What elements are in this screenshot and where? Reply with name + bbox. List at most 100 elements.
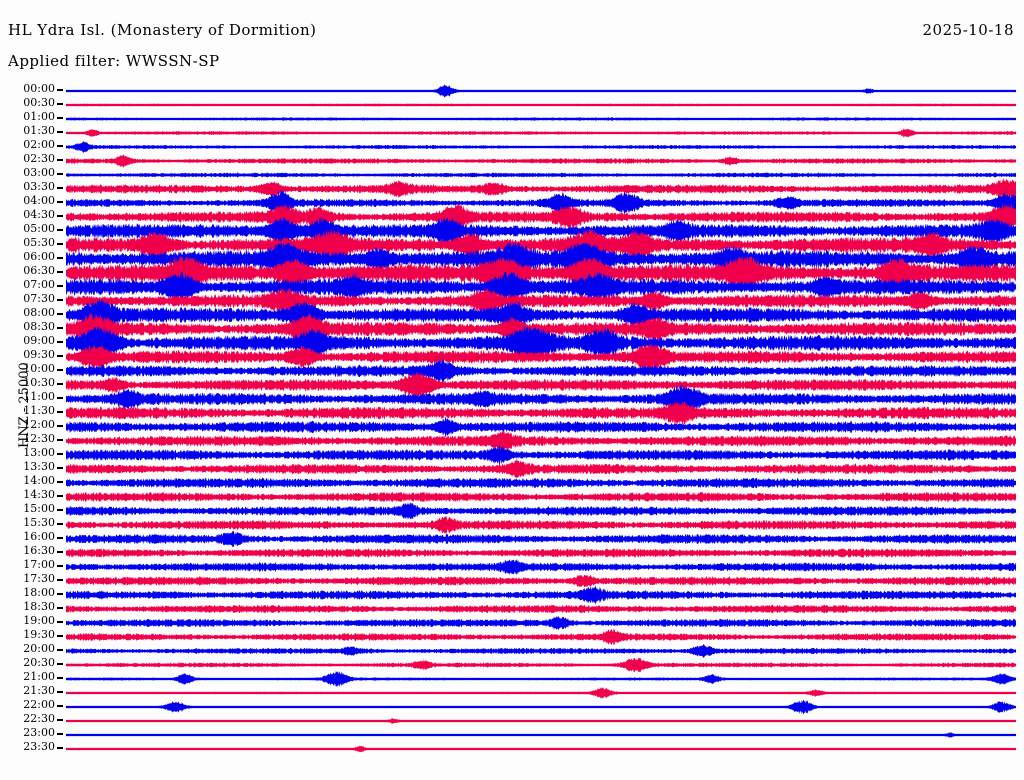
time-axis-label: 08:00 [23,306,55,319]
axis-tick [57,453,63,455]
axis-tick [57,565,63,567]
seismic-trace [66,383,1016,415]
time-axis-label: 02:30 [23,152,55,165]
time-axis-label: 10:00 [23,362,55,375]
station-title: HL Ydra Isl. (Monastery of Dormition) [8,21,317,39]
axis-tick [57,593,63,595]
time-axis-label: 14:00 [23,474,55,487]
time-axis-label: 00:00 [23,82,55,95]
trace-row: 16:00 [0,530,1024,548]
time-axis-label: 23:00 [23,726,55,739]
seismic-trace [66,397,1016,429]
time-axis-label: 18:00 [23,586,55,599]
seismic-trace [66,257,1016,289]
time-axis-label: 11:00 [23,390,55,403]
record-date: 2025-10-18 [922,21,1014,39]
seismic-trace [66,145,1016,177]
seismic-trace [66,187,1016,219]
trace-row: 18:30 [0,601,1024,616]
applied-filter-label: Applied filter: WWSSN-SP [8,52,220,70]
seismic-trace [66,523,1016,555]
seismic-trace [66,439,1016,471]
axis-tick [57,467,63,469]
trace-row: 11:30 [0,401,1024,425]
time-axis-label: 13:30 [23,460,55,473]
trace-row: 12:30 [0,431,1024,451]
axis-tick [57,299,63,301]
trace-row: 13:30 [0,458,1024,480]
seismic-trace [66,341,1016,373]
seismic-trace [66,733,1016,765]
seismic-trace [66,495,1016,527]
time-axis-label: 03:30 [23,180,55,193]
time-axis-label: 15:30 [23,516,55,529]
axis-tick [57,691,63,693]
axis-tick [57,103,63,105]
axis-tick [57,635,63,637]
seismic-trace [66,649,1016,681]
seismic-trace [66,635,1016,667]
trace-row: 01:30 [0,125,1024,140]
trace-row: 22:30 [0,713,1024,728]
seismic-trace [66,691,1016,723]
time-axis-label: 06:00 [23,250,55,263]
axis-tick [57,145,63,147]
seismic-trace [66,369,1016,401]
trace-row: 17:30 [0,573,1024,588]
axis-tick [57,579,63,581]
seismic-trace [66,537,1016,569]
trace-row: 00:30 [0,97,1024,112]
seismic-trace [66,579,1016,611]
axis-tick [57,747,63,749]
trace-row: 19:30 [0,628,1024,646]
trace-row: 15:00 [0,502,1024,520]
trace-row: 23:00 [0,726,1024,742]
seismic-trace [66,593,1016,625]
seismic-trace [66,229,1016,261]
axis-tick [57,271,63,273]
time-axis-label: 03:00 [23,166,55,179]
time-axis-label: 09:00 [23,334,55,347]
axis-tick [57,495,63,497]
time-axis-label: 21:00 [23,670,55,683]
axis-tick [57,663,63,665]
time-axis-label: 04:30 [23,208,55,221]
seismic-trace [66,285,1016,317]
time-axis-label: 09:30 [23,348,55,361]
trace-row: 05:00 [0,215,1024,247]
axis-tick [57,677,63,679]
seismic-trace [66,271,1016,303]
time-axis-label: 12:30 [23,432,55,445]
time-axis-label: 07:30 [23,292,55,305]
axis-tick [57,425,63,427]
trace-row: 06:00 [0,243,1024,275]
time-axis-label: 20:00 [23,642,55,655]
axis-tick [57,481,63,483]
axis-tick [57,313,63,315]
seismic-trace [66,131,1016,163]
trace-row: 20:00 [0,642,1024,658]
axis-tick [57,621,63,623]
axis-tick [57,551,63,553]
time-axis-label: 22:00 [23,698,55,711]
time-axis-label: 17:00 [23,558,55,571]
trace-row: 23:30 [0,741,1024,756]
axis-tick [57,243,63,245]
axis-tick [57,285,63,287]
seismic-trace [66,607,1016,639]
trace-row: 20:30 [0,657,1024,673]
time-axis-label: 06:30 [23,264,55,277]
time-axis-label: 04:00 [23,194,55,207]
time-axis-label: 10:30 [23,376,55,389]
trace-row: 10:00 [0,359,1024,383]
trace-row: 16:30 [0,545,1024,560]
axis-tick [57,523,63,525]
axis-tick [57,607,63,609]
trace-row: 18:00 [0,585,1024,605]
seismic-trace [66,705,1016,737]
seismic-trace [66,719,1016,751]
trace-row: 01:00 [0,111,1024,126]
trace-row: 14:00 [0,474,1024,490]
seismic-trace [66,565,1016,597]
